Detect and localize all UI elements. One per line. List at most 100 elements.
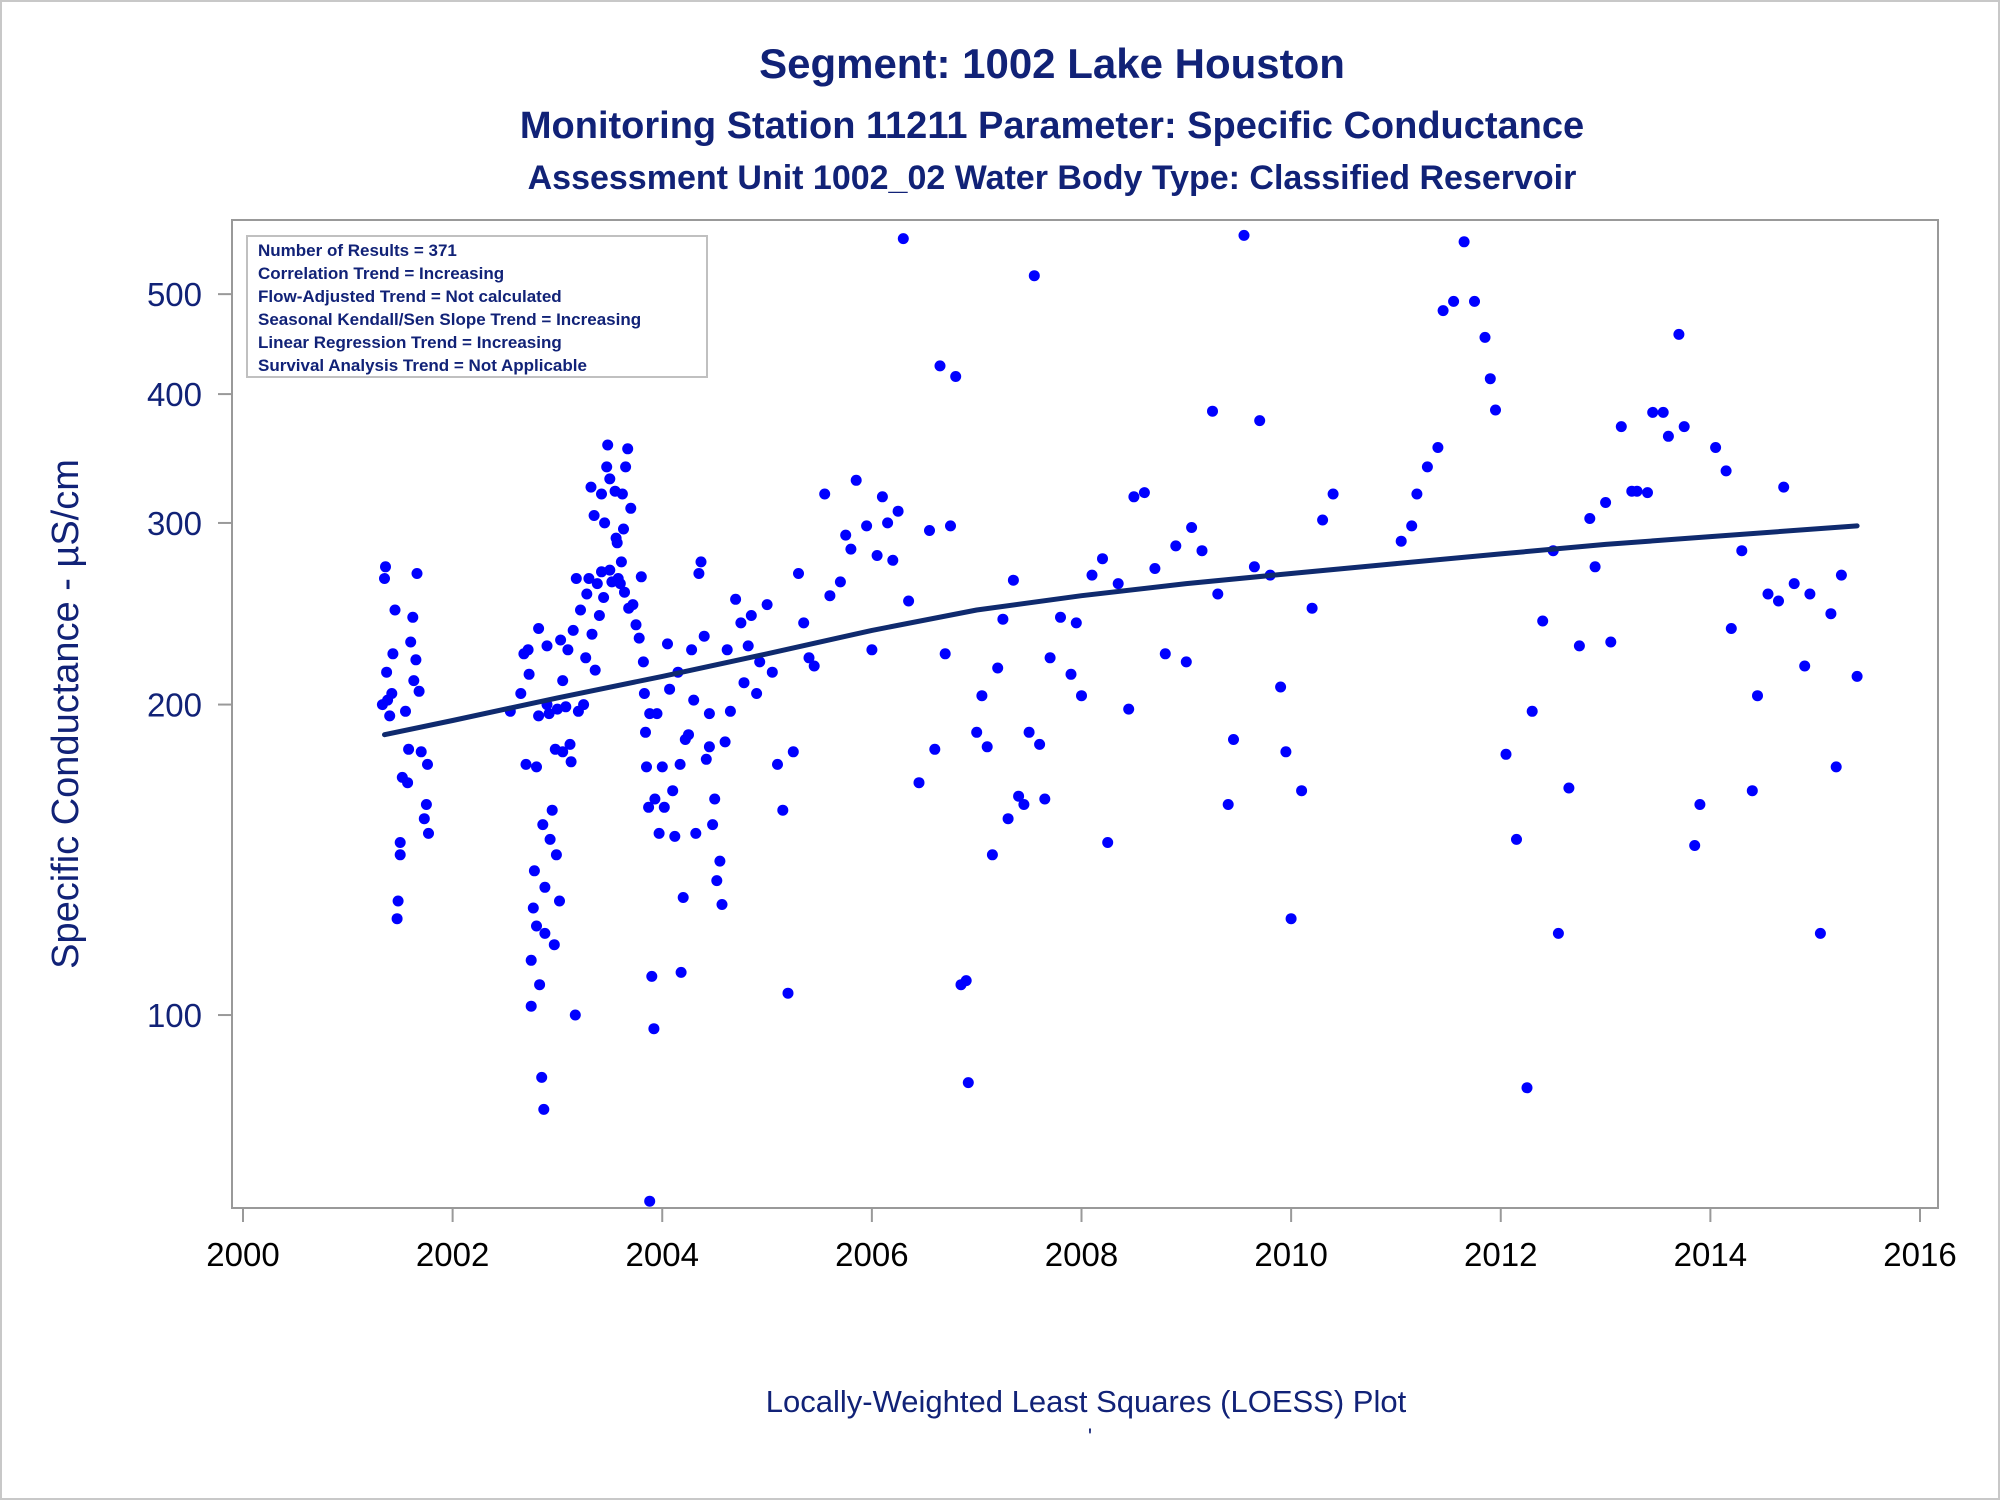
data-point bbox=[554, 895, 565, 907]
data-point bbox=[567, 624, 579, 636]
data-point bbox=[1065, 668, 1077, 680]
data-point bbox=[1657, 406, 1669, 418]
data-point bbox=[683, 729, 694, 741]
data-point bbox=[1149, 563, 1161, 574]
data-point bbox=[1647, 406, 1659, 418]
data-point bbox=[793, 568, 804, 579]
data-point bbox=[703, 708, 715, 720]
data-point bbox=[555, 634, 567, 646]
data-point bbox=[834, 576, 846, 588]
data-point bbox=[405, 636, 417, 648]
data-point bbox=[960, 975, 972, 987]
data-point bbox=[1694, 799, 1706, 810]
data-point bbox=[711, 875, 723, 887]
data-point bbox=[962, 1077, 974, 1089]
data-point bbox=[1725, 623, 1737, 634]
data-point bbox=[897, 233, 909, 245]
data-point bbox=[583, 573, 595, 584]
data-point bbox=[394, 849, 406, 861]
data-point bbox=[803, 652, 815, 664]
data-point bbox=[808, 660, 820, 672]
data-point bbox=[1002, 813, 1014, 825]
data-point bbox=[638, 688, 650, 699]
data-point bbox=[892, 505, 904, 517]
data-point bbox=[415, 746, 427, 758]
data-point bbox=[604, 564, 616, 576]
data-point bbox=[1076, 690, 1087, 702]
data-point bbox=[387, 648, 399, 660]
data-point bbox=[403, 743, 415, 755]
data-point bbox=[1238, 229, 1250, 241]
data-point bbox=[782, 987, 794, 999]
data-point bbox=[1406, 520, 1418, 532]
data-point bbox=[939, 648, 951, 660]
data-point bbox=[887, 554, 899, 566]
data-point bbox=[578, 699, 590, 711]
data-point bbox=[824, 590, 836, 602]
data-point bbox=[688, 694, 700, 706]
y-tick-label: 200 bbox=[147, 687, 202, 724]
data-point bbox=[719, 736, 731, 748]
data-point bbox=[381, 666, 393, 678]
data-point bbox=[1799, 660, 1811, 672]
data-point bbox=[686, 644, 698, 656]
data-point bbox=[635, 571, 647, 583]
data-point bbox=[649, 793, 661, 805]
data-point bbox=[643, 801, 655, 813]
data-point bbox=[598, 592, 610, 603]
data-point bbox=[981, 741, 993, 753]
data-point bbox=[536, 1071, 548, 1083]
data-point bbox=[724, 705, 736, 717]
data-point bbox=[531, 920, 542, 932]
data-point bbox=[525, 954, 537, 966]
data-point bbox=[599, 517, 611, 529]
data-point bbox=[929, 743, 941, 755]
data-point bbox=[1710, 442, 1722, 453]
data-point bbox=[384, 710, 396, 722]
data-point bbox=[560, 701, 572, 713]
data-point bbox=[882, 517, 894, 529]
data-point bbox=[627, 599, 639, 611]
data-point bbox=[1007, 574, 1019, 586]
data-point bbox=[651, 708, 663, 720]
data-point bbox=[622, 443, 634, 455]
data-point bbox=[1018, 799, 1030, 810]
data-point bbox=[1102, 837, 1114, 848]
data-point bbox=[533, 623, 545, 634]
stat-line-3: Flow-Adjusted Trend = Not calculated bbox=[258, 287, 562, 306]
data-point bbox=[997, 613, 1009, 625]
data-point bbox=[1778, 481, 1790, 493]
data-point bbox=[1736, 545, 1748, 557]
data-point bbox=[1248, 561, 1260, 573]
data-point bbox=[616, 488, 628, 500]
data-point bbox=[392, 895, 404, 907]
data-point bbox=[667, 785, 679, 797]
data-point bbox=[407, 611, 419, 623]
data-point bbox=[580, 652, 592, 664]
x-tick-label: 2014 bbox=[1674, 1236, 1747, 1273]
data-point bbox=[1720, 465, 1732, 477]
data-point bbox=[604, 473, 616, 485]
data-point bbox=[423, 827, 434, 839]
data-point bbox=[1186, 522, 1198, 533]
data-point bbox=[1275, 681, 1287, 693]
data-point bbox=[840, 529, 852, 541]
x-axis-ticks: 2000 2002 2004 2006 2008 2010 2012 2014 2016 bbox=[206, 1208, 1957, 1273]
data-point bbox=[1327, 488, 1339, 500]
data-point bbox=[602, 439, 614, 451]
stat-line-6: Survival Analysis Trend = Not Applicable bbox=[258, 356, 587, 375]
data-point bbox=[633, 632, 645, 644]
data-point bbox=[730, 593, 742, 605]
data-point bbox=[754, 656, 766, 668]
data-point bbox=[766, 666, 778, 678]
data-point bbox=[589, 664, 601, 676]
data-point bbox=[380, 561, 391, 573]
data-point bbox=[798, 617, 810, 629]
data-point bbox=[1825, 608, 1837, 620]
x-tick-label: 2016 bbox=[1883, 1236, 1956, 1273]
data-point bbox=[761, 599, 773, 611]
data-point bbox=[534, 979, 546, 991]
data-point bbox=[637, 656, 649, 668]
data-point bbox=[551, 703, 563, 715]
